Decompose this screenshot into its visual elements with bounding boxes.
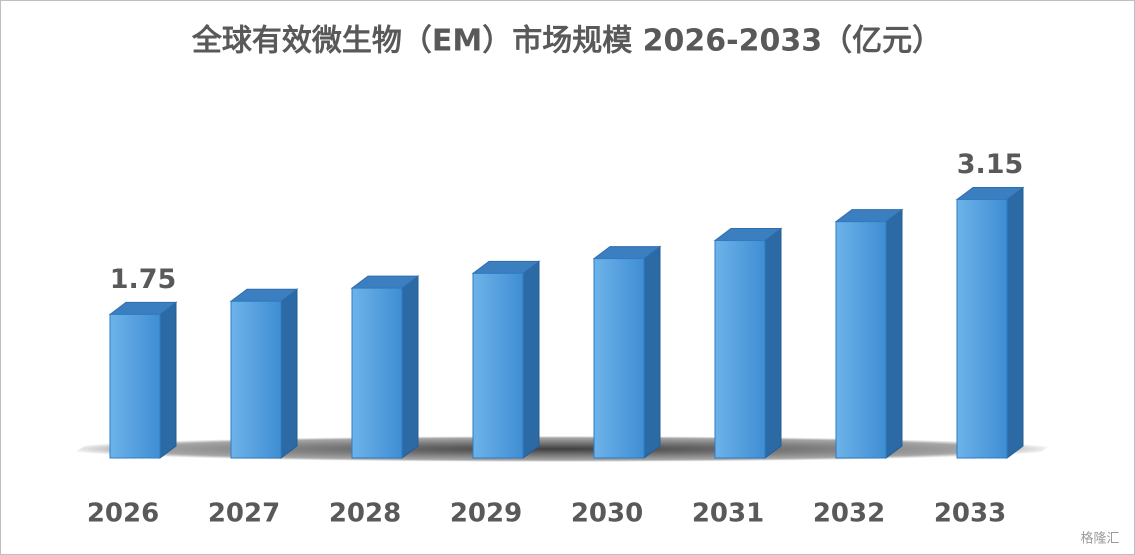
- x-tick-label: 2031: [692, 499, 764, 529]
- bar-side: [764, 227, 782, 459]
- bar-side: [280, 288, 298, 459]
- bar: [835, 221, 887, 459]
- bar-side: [643, 245, 661, 459]
- x-tick-label: 2028: [329, 499, 401, 529]
- x-tick-label: 2033: [934, 499, 1006, 529]
- bar: [230, 300, 282, 459]
- bar: [714, 240, 766, 459]
- chart-title: 全球有效微生物（EM）市场规模 2026-2033（亿元）: [191, 24, 942, 59]
- floor-shadow: [60, 436, 1060, 462]
- bar: [956, 199, 1008, 459]
- bar: [109, 313, 161, 459]
- bar: [351, 287, 403, 459]
- bar-side: [885, 208, 903, 459]
- bar-side: [522, 260, 540, 459]
- x-tick-label: 2027: [208, 499, 280, 529]
- data-label: 1.75: [110, 264, 177, 295]
- bar-side: [159, 301, 177, 459]
- watermark: 格隆汇: [1080, 531, 1119, 547]
- bar: [472, 272, 524, 459]
- bar-side: [1006, 186, 1024, 459]
- x-tick-label: 2032: [813, 499, 885, 529]
- bar: [593, 258, 645, 459]
- x-tick-label: 2030: [571, 499, 643, 529]
- data-label: 3.15: [957, 149, 1024, 180]
- x-tick-label: 2026: [87, 499, 159, 529]
- x-tick-label: 2029: [450, 499, 522, 529]
- bar-side: [401, 275, 419, 459]
